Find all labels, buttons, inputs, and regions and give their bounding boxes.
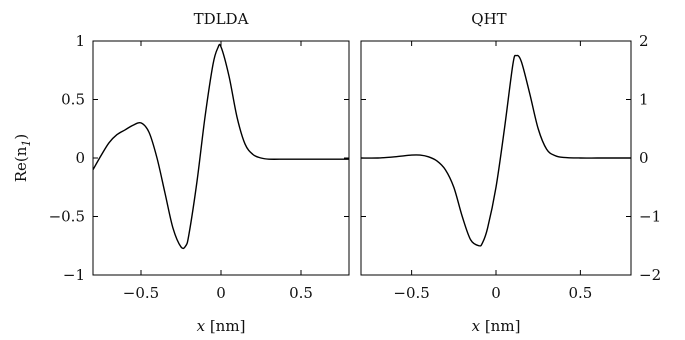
tdlda-y-tick-label: −1 [63,266,85,284]
tdlda-title: TDLDA [194,10,249,28]
tdlda-ticks [93,40,349,276]
tdlda-plot-frame [92,40,350,276]
qht-y-tick-label: 0 [639,149,649,167]
qht-y-tick-label: 1 [639,91,649,109]
tdlda-y-axis-label-sub: 1 [20,140,33,147]
qht-x-tick-label: 0.5 [568,284,592,302]
tdlda-x-axis-label: x [nm] [197,317,246,335]
tdlda-x-axis-unit: [nm] [210,317,246,335]
qht-title: QHT [471,10,506,28]
tdlda-y-tick-label: 1 [75,32,85,50]
qht-series-line [360,54,631,247]
qht-y-tick-label: −2 [639,266,661,284]
qht-x-axis-var: x [472,317,481,335]
tdlda-tick-labels: −0.5 0 0.5 −1 −0.5 0 0.5 1 [49,32,313,302]
qht-x-tick-label: 0 [491,284,501,302]
tdlda-x-axis-var: x [197,317,206,335]
qht-tick-labels: −0.5 0 0.5 −2 −1 0 1 2 [393,32,661,302]
qht-y-tick-label: −1 [639,208,661,226]
qht-x-tick-label: −0.5 [393,284,429,302]
tdlda-y-axis-label: Re(n1) [12,134,33,183]
tdlda-panel: TDLDA −0.5 0 0.5−1−0.500.51 x [nm] Re(n1) [12,10,350,335]
qht-panel: QHT −0.5 0 0.5 −2 −1 0 1 2 x [nm] [360,10,661,335]
qht-y-tick-label: 2 [639,32,649,50]
tdlda-x-tick-label: 0.5 [289,284,313,302]
tdlda-x-tick-label: 0 [216,284,226,302]
tdlda-y-tick-label: −0.5 [49,208,85,226]
qht-x-axis-label: x [nm] [472,317,521,335]
qht-x-axis-unit: [nm] [485,317,521,335]
tdlda-series-line [92,43,349,250]
tdlda-y-tick-label: 0.5 [61,91,85,109]
tdlda-x-tick-label: −0.5 [123,284,159,302]
tdlda-y-axis-label-main: Re(n [12,146,30,182]
tdlda-y-tick-label: 0 [75,149,85,167]
tdlda-y-axis-label-close: ) [12,134,30,140]
